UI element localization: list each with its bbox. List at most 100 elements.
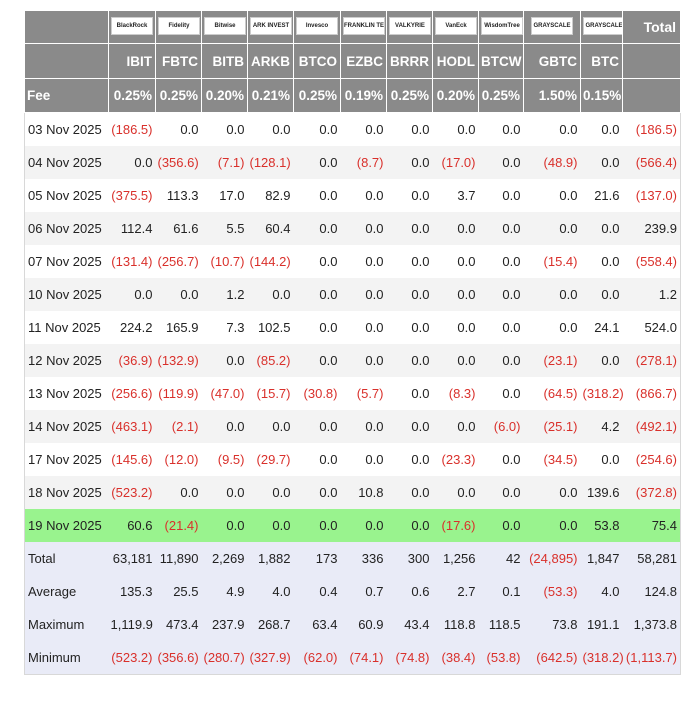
table-row: 13 Nov 2025 (256.6) (119.9) (47.0) (15.7) (30… (25, 377, 681, 410)
flow-value: 0.0 (457, 122, 476, 137)
row-label: 12 Nov 2025 (24, 344, 109, 377)
row-label: Total (24, 542, 109, 575)
flow-value: 10.8 (340, 476, 387, 509)
flow-value: 0.0 (386, 146, 433, 179)
table-row: 10 Nov 2025 0.0 0.0 1.2 0.0 0.0 0.0 0.0 0.0 0.0 0.… (24, 278, 681, 311)
flow-value: (186.5) (111, 122, 153, 137)
flow-value: 0.0 (580, 146, 623, 179)
flow-value: 42 (478, 542, 524, 575)
logo-row: BlackRock Fidelity Bitwise ARK INVEST Invesc… (24, 10, 681, 44)
table-row: 06 Nov 2025 112.4 61.6 5.5 60.4 0.0 0.0 0.0 0.0 0… (24, 212, 681, 245)
flow-value: (866.7) (635, 386, 677, 401)
issuer-logo: Invesco (296, 16, 338, 35)
flow-value: 0.0 (340, 344, 387, 377)
logo-cell: Invesco (293, 10, 341, 44)
issuer-logo: VALKYRIE (389, 16, 431, 35)
flow-value: 21.6 (594, 188, 620, 203)
flow-value: 1,119.9 (108, 608, 156, 641)
flow-value: (53.8) (478, 641, 524, 675)
fee-label: Fee (24, 78, 109, 113)
row-label: 10 Nov 2025 (24, 278, 109, 311)
flow-value: 24.1 (594, 320, 620, 335)
flow-value: 11,890 (155, 542, 202, 575)
flow-value: 0.0 (502, 122, 521, 137)
flow-value: 0.0 (523, 476, 581, 509)
table-row: Average 135.3 25.5 4.9 4.0 0.4 0.7 0.6 2.7 0.1 (53… (24, 575, 681, 608)
flow-value: 0.0 (293, 212, 341, 245)
flow-value: (119.9) (158, 386, 199, 401)
flow-value: 1,882 (247, 542, 294, 575)
row-label: 07 Nov 2025 (28, 254, 102, 269)
flow-value: (64.5) (543, 386, 578, 401)
ticker: BRRR (386, 43, 433, 79)
flow-value: 0.0 (523, 509, 581, 542)
issuer-logo: WisdomTree (481, 16, 523, 35)
flow-value: 0.0 (457, 320, 476, 335)
row-label: Average (24, 575, 109, 608)
flow-value: 0.0 (319, 254, 338, 269)
flow-value: 0.0 (478, 278, 524, 311)
fee: 0.19% (340, 78, 387, 113)
flow-value: (62.0) (293, 641, 341, 675)
flow-value: (5.7) (356, 386, 384, 401)
flow-value: 0.0 (559, 320, 578, 335)
ticker: EZBC (340, 43, 387, 79)
flow-value: 0.0 (155, 278, 202, 311)
flow-value: (375.5) (111, 188, 153, 203)
flow-value: 0.0 (601, 452, 620, 467)
flow-value: 1,256 (432, 542, 479, 575)
flow-value: (137.0) (635, 188, 677, 203)
flow-value: (278.1) (622, 344, 681, 377)
flow-value: 0.0 (523, 212, 581, 245)
table-row: 07 Nov 2025 (131.4) (256.7) (10.7) (144.2) 0.… (25, 245, 681, 278)
flow-value: 0.0 (247, 476, 294, 509)
flow-value: 0.0 (559, 188, 578, 203)
flow-value: (280.7) (201, 641, 248, 675)
flow-value: 0.0 (247, 410, 294, 443)
flow-value: 224.2 (119, 320, 153, 335)
flow-value: 0.0 (272, 122, 291, 137)
flow-value: 60.4 (247, 212, 294, 245)
flow-value: 0.0 (502, 254, 521, 269)
flow-value: 82.9 (265, 188, 291, 203)
table-row: 04 Nov 2025 0.0 (356.6) (7.1) (128.1) 0.0 (8.7… (24, 146, 681, 179)
flow-value: (372.8) (622, 476, 681, 509)
ticker: ARKB (247, 43, 294, 79)
flow-value: 2.7 (432, 575, 479, 608)
ticker: BITB (201, 43, 248, 79)
logo-cell: VanEck (432, 10, 479, 44)
flow-value: (10.7) (210, 254, 245, 269)
row-label: 19 Nov 2025 (24, 509, 109, 542)
flow-value: 0.0 (411, 386, 430, 401)
flow-value: 300 (386, 542, 433, 575)
flow-value: (463.1) (108, 410, 156, 443)
flow-value: (128.1) (247, 146, 294, 179)
logo-cell: Bitwise (201, 10, 248, 44)
row-label: 17 Nov 2025 (28, 452, 102, 467)
row-label: 06 Nov 2025 (24, 212, 109, 245)
flow-value: 25.5 (155, 575, 202, 608)
flow-value: 0.0 (502, 188, 521, 203)
logo-cell: ARK INVEST (247, 10, 294, 44)
flow-value: 0.0 (319, 188, 338, 203)
flow-value: (74.1) (340, 641, 387, 675)
flow-value: 0.0 (365, 320, 384, 335)
flow-value: 4.0 (247, 575, 294, 608)
flow-value: 7.3 (226, 320, 245, 335)
issuer-logo: VanEck (435, 16, 477, 35)
flow-value: (15.7) (256, 386, 291, 401)
flow-value: 102.5 (257, 320, 291, 335)
flow-value: 58,281 (622, 542, 681, 575)
flow-value: 1.2 (622, 278, 681, 311)
flow-value: 0.0 (478, 509, 524, 542)
logo-cell: GRAYSCALE (523, 10, 581, 44)
flow-value: 0.0 (502, 386, 521, 401)
flow-value: 0.0 (365, 452, 384, 467)
table-row: 05 Nov 2025 (375.5) 113.3 17.0 82.9 0.0 0.0 0.0… (25, 179, 681, 212)
fee: 0.25% (108, 78, 156, 113)
flow-value: 0.0 (411, 452, 430, 467)
ticker: HODL (432, 43, 479, 79)
issuer-logo: BlackRock (111, 16, 153, 35)
flow-value: 0.6 (386, 575, 433, 608)
flow-value: 0.0 (319, 452, 338, 467)
